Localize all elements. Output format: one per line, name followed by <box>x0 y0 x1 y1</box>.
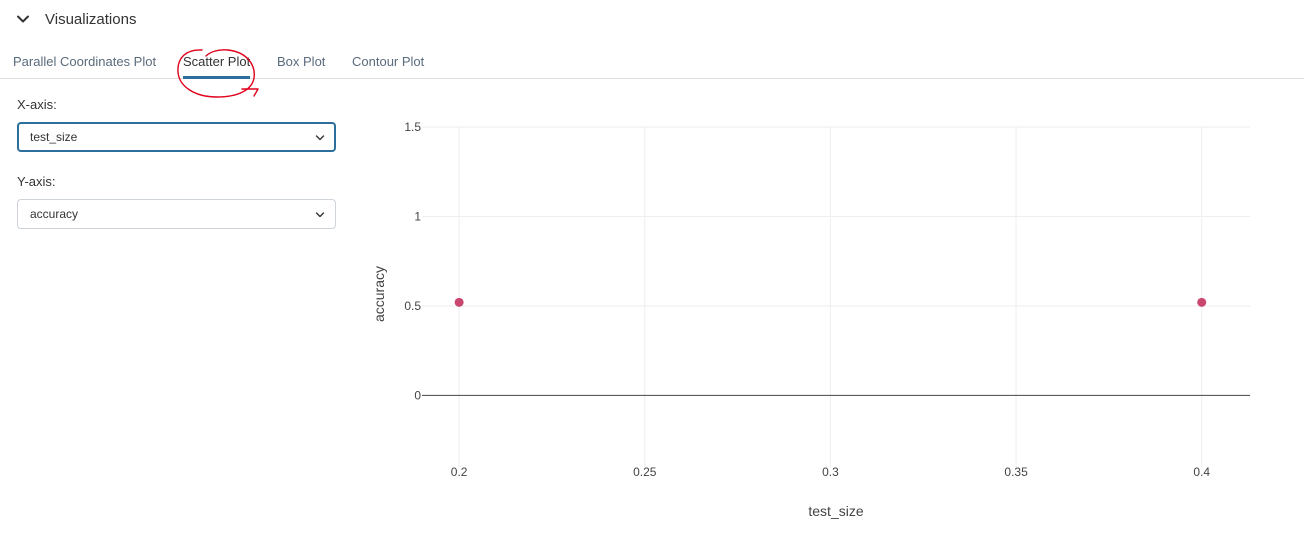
x-axis-select-value: test_size <box>30 130 78 144</box>
y-axis-label: Y-axis: <box>17 174 56 189</box>
tab-contour-plot[interactable]: Contour Plot <box>352 54 425 69</box>
y-axis-select[interactable]: accuracy <box>17 199 336 229</box>
x-axis-label: X-axis: <box>17 97 57 112</box>
tab-box-plot[interactable]: Box Plot <box>277 54 326 69</box>
chevron-down-icon <box>315 212 325 218</box>
x-tick-label: 0.2 <box>451 465 468 479</box>
scatter-point[interactable] <box>454 297 464 307</box>
chevron-down-icon[interactable] <box>14 10 32 28</box>
y-axis-title: accuracy <box>371 266 387 322</box>
y-axis-select-value: accuracy <box>30 207 79 221</box>
x-tick-label: 0.4 <box>1193 465 1210 479</box>
x-tick-label: 0.3 <box>822 465 839 479</box>
x-axis-select[interactable]: test_size <box>17 122 336 152</box>
visualizations-section-header[interactable]: Visualizations <box>14 6 136 32</box>
chart-axes: 0.2 0.25 0.3 0.35 0.4 1.5 1 0.5 0 <box>404 120 1210 479</box>
chart-grid <box>422 126 1250 467</box>
y-tick-label: 0 <box>414 388 421 402</box>
y-tick-label: 1 <box>414 209 421 223</box>
tab-parallel-coordinates-plot[interactable]: Parallel Coordinates Plot <box>13 54 157 69</box>
y-tick-label: 1.5 <box>404 120 421 134</box>
y-tick-label: 0.5 <box>404 299 421 313</box>
scatter-point[interactable] <box>1197 297 1207 307</box>
chevron-down-icon <box>315 135 325 141</box>
x-tick-label: 0.25 <box>633 465 657 479</box>
x-axis-title: test_size <box>808 503 863 519</box>
x-tick-label: 0.35 <box>1004 465 1028 479</box>
section-title: Visualizations <box>45 10 137 28</box>
chart-points <box>454 297 1207 307</box>
